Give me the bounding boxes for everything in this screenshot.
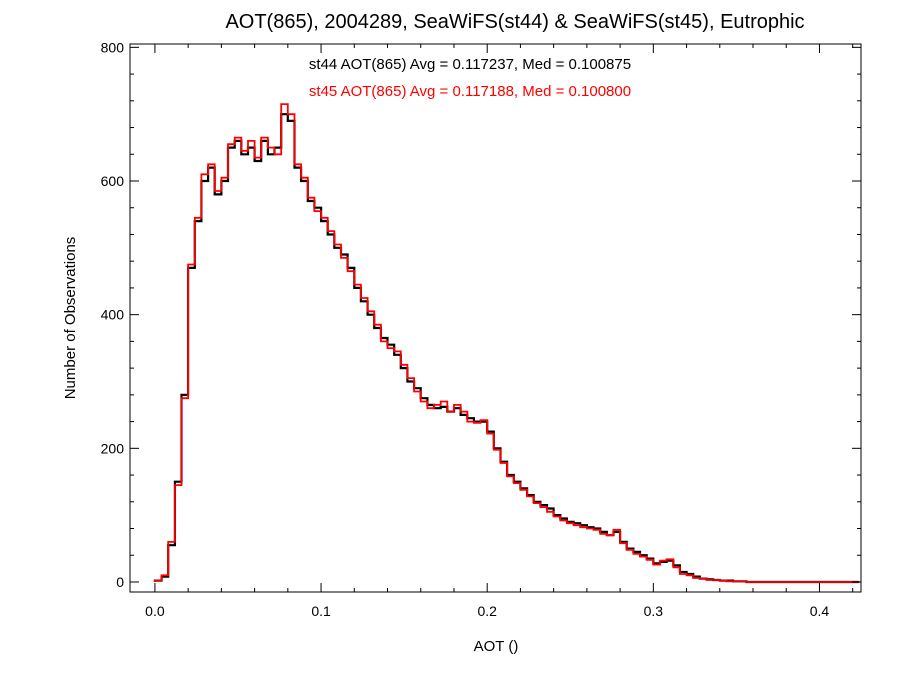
series-layer (153, 103, 860, 584)
y-axis-label: Number of Observations (62, 237, 79, 400)
y-tick-label: 400 (101, 307, 125, 323)
series-st44-line (153, 113, 860, 584)
annotation-st44: st44 AOT(865) Avg = 0.117237, Med = 0.10… (309, 56, 631, 73)
y-tick-label: 600 (101, 173, 125, 189)
annotation-st45: st45 AOT(865) Avg = 0.117188, Med = 0.10… (309, 83, 631, 100)
x-tick-label: 0.4 (810, 603, 830, 619)
y-tick-label: 0 (116, 574, 124, 590)
chart-title: AOT(865), 2004289, SeaWiFS(st44) & SeaWi… (225, 11, 804, 33)
x-tick-label: 0.1 (311, 603, 331, 619)
x-tick-label: 0.3 (644, 603, 664, 619)
y-tick-label: 200 (101, 440, 125, 456)
tick-layer: 0.0 0.1 0.2 0.3 0.4 0 200 400 600 800 (101, 39, 861, 619)
plot-frame (129, 43, 862, 593)
x-tick-label: 0.2 (477, 603, 497, 619)
x-axis-label: AOT () (474, 638, 519, 655)
y-tick-label: 800 (101, 39, 125, 55)
x-tick-label: 0.0 (145, 603, 165, 619)
series-st45-line (154, 103, 860, 583)
